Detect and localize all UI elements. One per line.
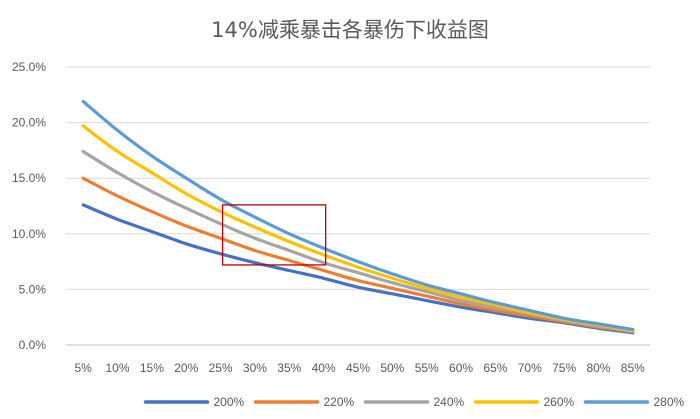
series-line-200pct [81, 203, 635, 335]
x-tick-label: 65% [483, 361, 507, 375]
series-line-260pct [81, 124, 635, 333]
x-tick-label: 15% [140, 361, 164, 375]
y-tick-label: 0.0% [19, 338, 47, 352]
x-tick-label: 35% [277, 361, 301, 375]
x-tick-label: 25% [209, 361, 233, 375]
x-tick-label: 20% [174, 361, 198, 375]
y-tick-label: 20.0% [12, 116, 46, 130]
x-tick-label: 80% [586, 361, 610, 375]
x-tick-label: 30% [243, 361, 267, 375]
chart-title: 14%减乘暴击各暴伤下收益图 [211, 18, 489, 42]
x-tick-label: 60% [449, 361, 473, 375]
x-tick-label: 75% [552, 361, 576, 375]
y-tick-label: 5.0% [19, 282, 47, 296]
gridlines [66, 66, 650, 346]
y-axis: 0.0% 5.0% 10.0% 15.0% 20.0% 25.0% [12, 60, 46, 352]
y-tick-label: 15.0% [12, 171, 46, 185]
legend-label: 220% [324, 395, 355, 409]
y-tick-label: 10.0% [12, 227, 46, 241]
x-axis: 5% 10% 15% 20% 25% 30% 35% 40% 45% 50% 55% 60% 65% 70… [75, 361, 646, 375]
legend-label: 240% [434, 395, 465, 409]
x-tick-label: 70% [518, 361, 542, 375]
highlight-box [221, 204, 327, 266]
x-tick-label: 5% [75, 361, 93, 375]
x-tick-label: 85% [621, 361, 645, 375]
highlight-box-layer [221, 204, 327, 266]
legend-label: 280% [654, 395, 685, 409]
series-lines [81, 99, 635, 335]
x-tick-label: 40% [312, 361, 336, 375]
x-tick-label: 50% [380, 361, 404, 375]
x-tick-label: 45% [346, 361, 370, 375]
series-line-220pct [81, 176, 635, 334]
legend-label: 260% [544, 395, 575, 409]
x-tick-label: 55% [415, 361, 439, 375]
series-line-280pct [81, 99, 635, 332]
y-tick-label: 25.0% [12, 60, 46, 74]
legend-label: 200% [214, 395, 245, 409]
legend: 200% 220% 240% 260% 280% [143, 395, 685, 409]
x-tick-label: 10% [106, 361, 130, 375]
